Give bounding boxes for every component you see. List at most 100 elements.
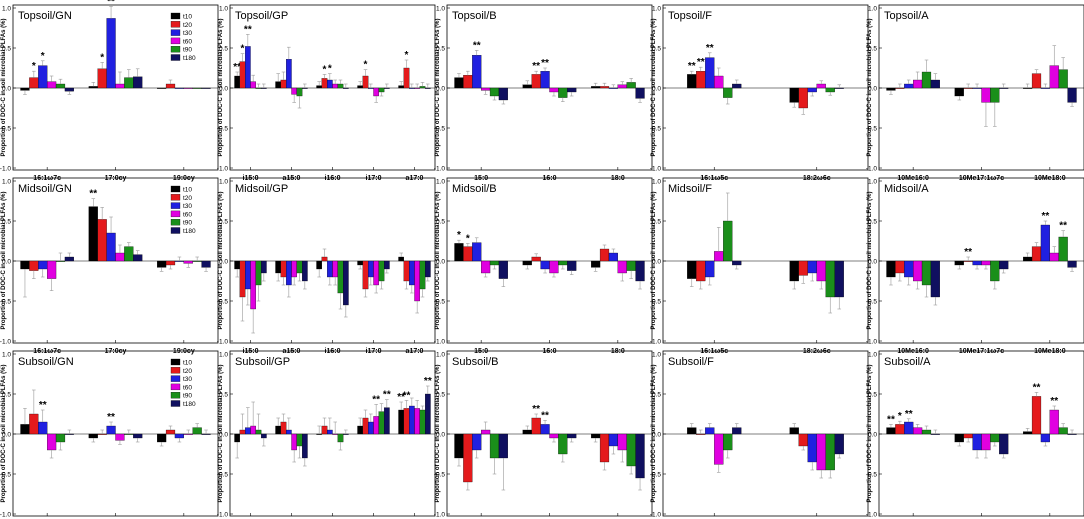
y-axis-label: Proportion of DOC-C in soil microbial PL… xyxy=(218,364,224,502)
bar xyxy=(115,433,125,441)
bar xyxy=(904,421,914,435)
bar xyxy=(705,427,715,435)
bar xyxy=(732,427,742,435)
bar xyxy=(1023,87,1033,89)
legend-swatch xyxy=(170,227,181,234)
y-tick-label: -0.5 xyxy=(650,298,662,305)
y-axis-label: Proportion of DOC-C in soil microbial PL… xyxy=(867,364,873,502)
bar xyxy=(280,421,287,435)
significance-marker: ** xyxy=(964,247,972,258)
x-category-label: 19:0cy xyxy=(173,348,195,355)
bar xyxy=(38,421,48,435)
legend-swatch xyxy=(170,46,181,53)
bar xyxy=(47,260,57,279)
y-tick-label: 1.0 xyxy=(868,351,877,358)
bar xyxy=(999,87,1009,89)
bar xyxy=(286,429,292,435)
y-tick-label: 0.0 xyxy=(219,431,228,438)
panel-title: Subsoil/A xyxy=(884,356,931,368)
bar xyxy=(425,393,431,435)
y-tick-label: -0.5 xyxy=(650,125,662,132)
legend-label: t30 xyxy=(183,376,192,383)
legend-swatch xyxy=(170,367,181,374)
x-category-label: 17:0cy xyxy=(105,348,127,355)
significance-marker: ** xyxy=(532,61,540,72)
y-tick-label: 0.0 xyxy=(2,258,11,265)
bar xyxy=(425,260,431,278)
bar xyxy=(261,87,267,89)
bar xyxy=(895,424,905,435)
significance-marker: ** xyxy=(887,414,895,425)
bar xyxy=(409,87,415,89)
y-tick-label: 0.0 xyxy=(652,431,661,438)
y-tick-label: -0.5 xyxy=(866,471,878,478)
bar xyxy=(531,74,541,89)
significance-marker: * xyxy=(41,51,45,62)
bar xyxy=(789,87,799,103)
bar xyxy=(398,85,404,89)
bar xyxy=(165,260,176,266)
significance-marker: ** xyxy=(905,409,913,420)
bar xyxy=(280,79,287,89)
bar xyxy=(921,71,932,89)
panel-title: Midsoil/GP xyxy=(235,183,288,195)
bar xyxy=(337,433,344,443)
bar xyxy=(990,433,1000,443)
significance-marker: ** xyxy=(532,404,540,415)
significance-marker: ** xyxy=(39,400,47,411)
bar xyxy=(133,254,143,262)
significance-marker: * xyxy=(457,230,461,241)
bar xyxy=(567,87,577,93)
bar xyxy=(133,76,143,89)
bar xyxy=(798,433,808,447)
bar xyxy=(531,256,541,262)
y-tick-label: -1.0 xyxy=(0,338,11,345)
bar xyxy=(687,260,697,279)
bar xyxy=(816,260,826,282)
significance-marker: ** xyxy=(1050,396,1058,407)
bar xyxy=(789,260,799,282)
y-axis-label: Proportion of DOC-C in soil microbial PL… xyxy=(867,18,873,156)
bar xyxy=(47,433,57,451)
x-category-label: 10Me18:0 xyxy=(1034,348,1066,355)
bar xyxy=(106,232,116,262)
significance-marker: ** xyxy=(541,410,549,421)
chart-panel: 1.0 0.5 0.0 -0.5 -1.0 Proportion of DOC-C in … xyxy=(217,177,436,355)
bar xyxy=(398,256,404,262)
y-tick-label: 0.5 xyxy=(219,45,228,52)
bar xyxy=(55,433,66,443)
significance-marker: ** xyxy=(89,189,97,200)
bar xyxy=(316,85,322,89)
bar xyxy=(930,260,940,298)
y-tick-label: -0.5 xyxy=(0,298,11,305)
bar xyxy=(414,260,420,302)
significance-marker: ** xyxy=(1041,211,1049,222)
y-tick-label: -1.0 xyxy=(0,511,11,518)
x-category-label: 19:0cy xyxy=(173,175,195,182)
bar xyxy=(261,433,267,439)
y-tick-label: 0.0 xyxy=(2,431,11,438)
panel-frame xyxy=(662,350,869,517)
x-category-label: a15:0 xyxy=(283,175,301,182)
x-category-label: 16:0 xyxy=(542,348,556,355)
bar xyxy=(174,87,184,89)
bar xyxy=(321,256,328,262)
chart-panel: 1.0 0.5 0.0 -0.5 -1.0 Proportion of DOC-C in … xyxy=(217,4,436,182)
bar xyxy=(414,87,420,89)
chart-panel: 1.0 0.5 0.0 -0.5 -1.0 Proportion of DOC-C in … xyxy=(650,350,869,518)
bar xyxy=(481,429,491,435)
bar xyxy=(954,87,964,97)
y-tick-label: 0.5 xyxy=(436,45,445,52)
bar xyxy=(192,260,202,262)
x-category-label: 16:1ω5c xyxy=(700,175,728,182)
bar xyxy=(286,260,292,286)
bar xyxy=(472,55,482,89)
bar xyxy=(591,86,601,89)
bar xyxy=(384,87,390,89)
bar xyxy=(558,260,568,266)
bar xyxy=(687,427,697,435)
bar xyxy=(1067,433,1077,435)
y-tick-label: -1.0 xyxy=(434,511,446,518)
bar xyxy=(157,87,167,89)
bar xyxy=(321,78,328,89)
